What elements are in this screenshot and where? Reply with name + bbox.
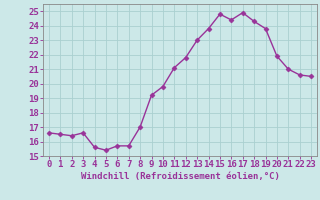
X-axis label: Windchill (Refroidissement éolien,°C): Windchill (Refroidissement éolien,°C) — [81, 172, 279, 181]
